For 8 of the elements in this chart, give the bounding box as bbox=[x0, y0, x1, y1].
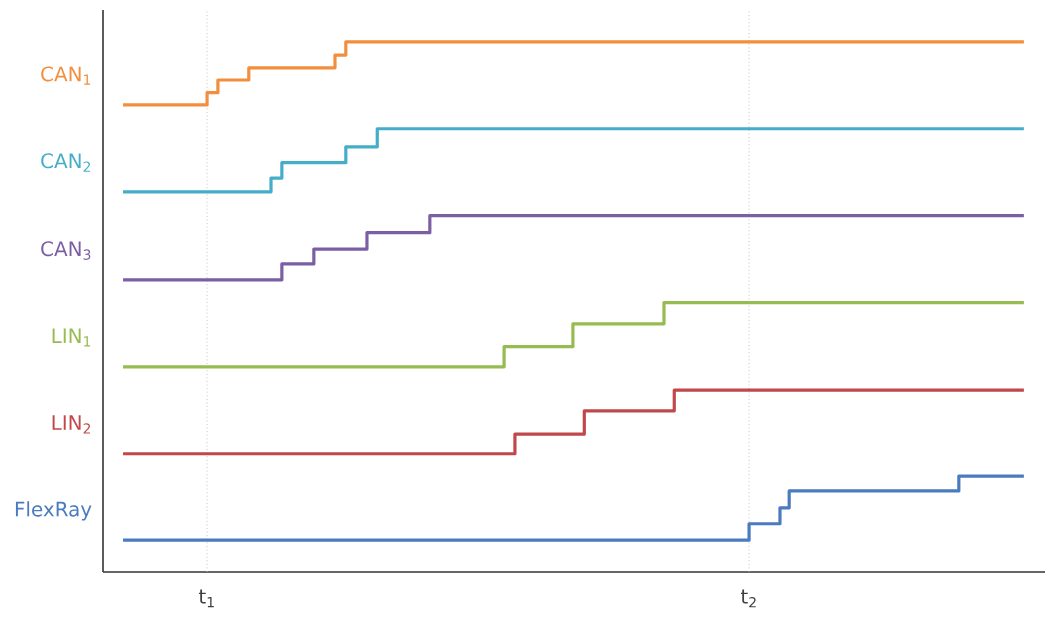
x-tick-label: t$_{1}$ bbox=[198, 589, 214, 608]
x-tick-label: t$_{2}$ bbox=[740, 589, 756, 608]
series-label: FlexRay bbox=[15, 501, 92, 521]
series-label: LIN$_{2}$ bbox=[52, 415, 91, 434]
series-label: LIN$_{1}$ bbox=[52, 328, 91, 347]
series-label: CAN$_{2}$ bbox=[41, 153, 91, 172]
series-label: CAN$_{3}$ bbox=[41, 241, 91, 260]
series-label: CAN$_{1}$ bbox=[41, 66, 91, 85]
